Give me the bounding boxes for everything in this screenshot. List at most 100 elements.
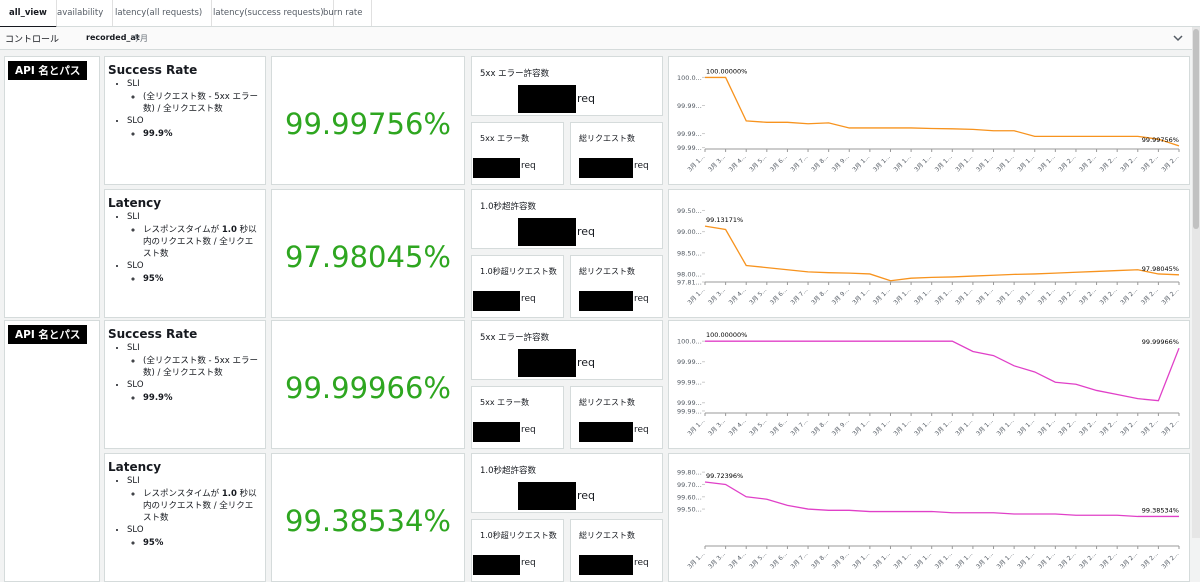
x-tick-label: 3月 1... [872, 153, 892, 173]
slo-li: 95% [143, 537, 261, 549]
x-tick-label: 3月 8... [810, 417, 830, 437]
value-panel: 97.98045% [271, 189, 465, 318]
x-tick-label: 3月 1... [872, 417, 892, 437]
formula-part: 1.0 [221, 489, 237, 499]
y-tick-label: 99.99... [677, 358, 702, 366]
x-tick-label: 3月 1... [954, 417, 974, 437]
slo-label: SLO [127, 525, 144, 535]
y-tick-label: 98.00... [677, 270, 702, 278]
tab[interactable]: latency(all requests) [106, 0, 213, 26]
x-tick-label: 3月 2... [1099, 417, 1119, 437]
x-tick-label: 3月 2... [1160, 550, 1180, 570]
slo-label: SLO [127, 116, 144, 126]
budget-allowed: 1.0秒超許容数 req [471, 453, 663, 513]
slo-item: SLO 99.9% [127, 379, 265, 404]
line-chart: 100.0...99.99...99.99...99.99...99.99...… [677, 331, 1180, 437]
x-tick-label: 3月 6... [769, 153, 789, 173]
end-label: 99.99966% [1142, 338, 1179, 346]
tab[interactable]: burn rate [314, 0, 373, 26]
budget-label: 5xx エラー許容数 [480, 69, 550, 79]
y-tick-label: 99.99... [677, 102, 702, 110]
formula-part: 秒以内のリクエスト数 / 全リクエスト数 [143, 225, 257, 259]
slo-sub: 99.9% [127, 392, 261, 404]
unit: req [521, 294, 536, 304]
slo-item: SLO 95% [127, 260, 265, 285]
budget-label: 5xx エラー許容数 [480, 333, 550, 343]
x-tick-label: 3月 2... [1140, 417, 1160, 437]
x-tick-label: 3月 4... [728, 286, 748, 306]
sli-sub: レスポンスタイムが 1.0 秒以内のリクエスト数 / 全リクエスト数 [127, 488, 261, 524]
x-tick-label: 3月 1... [954, 286, 974, 306]
x-tick-label: 3月 4... [728, 153, 748, 173]
x-tick-label: 3月 2... [1140, 286, 1160, 306]
x-tick-label: 3月 2... [1160, 286, 1180, 306]
x-tick-label: 3月 2... [1057, 550, 1077, 570]
x-tick-label: 3月 1... [893, 550, 913, 570]
x-tick-label: 3月 1... [954, 550, 974, 570]
budget-label: 1.0秒超リクエスト数 [480, 531, 557, 540]
chart-panel: 99.80... 99.70... 99.60... 99.50... 3月 1... 3… [668, 453, 1190, 582]
x-tick-label: 3月 2... [1078, 153, 1098, 173]
y-tick-label: 100.0... [677, 74, 702, 82]
slo-li: 99.9% [143, 128, 261, 140]
x-tick-label: 3月 5... [748, 153, 768, 173]
redacted [579, 158, 633, 178]
section-panel: API 名とパス [4, 56, 100, 318]
line-chart: 100.0...99.99...99.99...99.99...3月 1... 3… [677, 67, 1180, 173]
expand-chevron[interactable] [1172, 33, 1184, 43]
start-label: 99.72396% [706, 472, 743, 480]
y-tick-label: 97.81... [677, 279, 702, 287]
filter-value[interactable]: 今月 [132, 34, 148, 43]
unit: req [577, 356, 596, 369]
redacted [518, 85, 576, 113]
x-tick-label: 3月 1... [934, 417, 954, 437]
x-tick-label: 3月 1... [1037, 550, 1057, 570]
row-title: Success Rate [108, 63, 198, 77]
x-tick-label: 3月 2... [1160, 153, 1180, 173]
x-tick-label: 3月 2... [1078, 550, 1098, 570]
y-tick-label: 99.50... [677, 207, 702, 215]
y-tick-label: 99.70... [677, 481, 702, 489]
sli-sub: (全リクエスト数 - 5xx エラー数) / 全リクエスト数 [127, 355, 261, 379]
sli-list: SLIレスポンスタイムが 1.0 秒以内のリクエスト数 / 全リクエスト数SLO… [105, 211, 265, 285]
end-label: 97.98045% [1142, 265, 1179, 273]
x-tick-label: 3月 1... [686, 153, 706, 173]
x-tick-label: 3月 1... [1037, 417, 1057, 437]
slo-li: 95% [143, 273, 261, 285]
x-tick-label: 3月 2... [1119, 286, 1139, 306]
budget-box: 総リクエスト数 req [570, 122, 663, 185]
unit: req [577, 92, 596, 105]
x-tick-label: 3月 2... [1099, 550, 1119, 570]
x-tick-label: 3月 1... [1016, 550, 1036, 570]
sli-list: SLI(全リクエスト数 - 5xx エラー数) / 全リクエスト数SLO99.9… [105, 78, 265, 140]
unit: req [577, 489, 596, 502]
controls-label: コントロール [5, 35, 60, 45]
y-tick-label: 100.0... [677, 338, 702, 346]
x-tick-label: 3月 1... [913, 153, 933, 173]
x-tick-label: 3月 1... [913, 286, 933, 306]
sli-formula: レスポンスタイムが 1.0 秒以内のリクエスト数 / 全リクエスト数 [143, 488, 261, 524]
value-panel: 99.38534% [271, 453, 465, 582]
redacted [518, 218, 576, 246]
scrollbar[interactable] [1192, 27, 1200, 538]
budget-box: 1.0秒超リクエスト数 req [471, 519, 564, 582]
unit: req [634, 425, 649, 435]
filter-name[interactable]: recorded_at [86, 33, 140, 42]
tab[interactable]: availability [48, 0, 114, 26]
value-panel: 99.99966% [271, 320, 465, 449]
x-tick-label: 3月 2... [1119, 550, 1139, 570]
tab[interactable]: latency(success requests) [204, 0, 334, 26]
sli-formula: (全リクエスト数 - 5xx エラー数) / 全リクエスト数 [143, 355, 261, 379]
unit: req [577, 225, 596, 238]
line-series [704, 481, 1179, 518]
sli-formula: レスポンスタイムが 1.0 秒以内のリクエスト数 / 全リクエスト数 [143, 224, 261, 260]
y-tick-label: 99.60... [677, 493, 702, 501]
x-tick-label: 3月 1... [686, 417, 706, 437]
y-tick-label: 99.99... [677, 144, 702, 152]
x-tick-label: 3月 2... [1160, 417, 1180, 437]
y-tick-label: 99.99... [677, 399, 702, 407]
redacted [473, 422, 520, 442]
x-tick-label: 3月 6... [769, 417, 789, 437]
budget-label: 1.0秒超リクエスト数 [480, 267, 557, 276]
value-panel: 99.99756% [271, 56, 465, 185]
